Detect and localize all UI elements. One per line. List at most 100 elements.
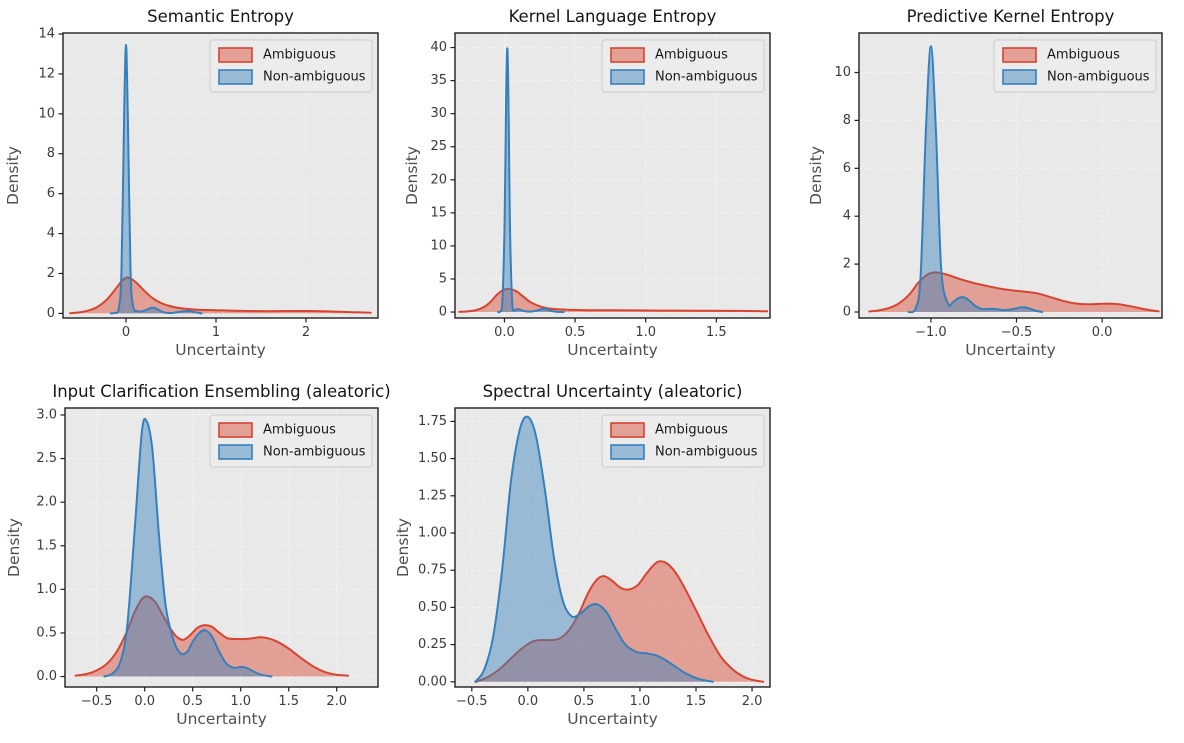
x-tick-label: −0.5 [81, 694, 113, 709]
legend-label: Non-ambiguous [263, 70, 366, 85]
y-tick-label: 3.0 [36, 407, 57, 422]
x-axis-label: Uncertainty [175, 341, 266, 359]
legend-box [209, 39, 373, 93]
plot-title: Spectral Uncertainty (aleatoric) [483, 382, 743, 401]
legend-label: Ambiguous [263, 423, 336, 438]
legend-label: Ambiguous [263, 48, 336, 63]
legend-swatch [610, 422, 645, 438]
density-fill-ambiguous [476, 561, 764, 682]
x-tick-label: 2 [302, 325, 310, 340]
y-tick-label: 0.0 [36, 669, 57, 684]
y-tick-label: 35 [430, 73, 447, 88]
y-tick-label: 1.5 [36, 538, 57, 553]
x-tick-label: 2.0 [742, 694, 763, 709]
plot-title: Predictive Kernel Entropy [907, 7, 1115, 26]
x-tick-label: 0 [122, 325, 130, 340]
legend-label: Ambiguous [1047, 48, 1120, 63]
x-tick-label: −1.0 [915, 325, 947, 340]
density-curve-non-ambiguous [103, 417, 273, 678]
axis-frame [858, 32, 1163, 319]
density-curve-non-ambiguous [907, 45, 1044, 314]
density-fill-non-ambiguous [498, 48, 564, 313]
plot-title: Semantic Entropy [147, 7, 294, 26]
density-curve-ambiguous [868, 271, 1160, 313]
density-curve-ambiguous [69, 276, 372, 315]
y-tick-label: 15 [430, 205, 447, 220]
y-tick-label: 40 [430, 40, 447, 55]
subplot-predictive-kernel-entropy: −1.0 −0.5 0.0 0 2 4 6 8 10 Predictive Kernel Entr… [796, 0, 1184, 372]
y-tick-label: 1.00 [418, 525, 447, 540]
x-tick-label: 0.5 [565, 325, 586, 340]
legend-swatch [218, 69, 253, 85]
y-tick-label: 10 [430, 238, 447, 253]
subplot-semantic-entropy: 0 1 2 0 2 4 6 8 10 12 14 Semantic Entropy Uncertaint… [0, 0, 392, 372]
legend-box [601, 39, 765, 93]
y-tick-label: 8 [843, 113, 851, 128]
y-tick-label: 0.25 [418, 637, 447, 652]
x-tick-label: −0.5 [456, 694, 488, 709]
density-curve-ambiguous [475, 560, 765, 683]
y-tick-label: 8 [47, 146, 55, 161]
x-tick-label: 0.0 [494, 325, 515, 340]
density-curve-non-ambiguous [109, 44, 203, 315]
legend: Ambiguous Non-ambiguous [209, 414, 373, 468]
x-tick-label: 1 [212, 325, 220, 340]
legend-swatch [1002, 47, 1037, 63]
y-axis-label: Density [403, 146, 421, 205]
legend-swatch [218, 422, 253, 438]
x-tick-label: 1.5 [278, 694, 299, 709]
y-tick-label: 2 [47, 266, 55, 281]
x-tick-label: 1.5 [686, 694, 707, 709]
density-curve-non-ambiguous [474, 415, 714, 683]
plot-title: Input Clarification Ensembling (aleatori… [52, 382, 390, 401]
legend-label: Non-ambiguous [655, 70, 758, 85]
y-tick-label: 1.25 [418, 488, 447, 503]
y-tick-label: 25 [430, 139, 447, 154]
subplot-input-clarification-ensembling: −0.5 0.0 0.5 1.0 1.5 2.0 0.0 0.5 1.0 1.5 2.0 2.5 3.0… [2, 375, 397, 743]
y-tick-label: 10 [38, 106, 55, 121]
y-tick-label: 14 [38, 26, 55, 41]
x-tick-label: 0.0 [518, 694, 539, 709]
density-fill-non-ambiguous [104, 418, 272, 677]
kde-plot-input-clarification-ensembling: −0.5 0.0 0.5 1.0 1.5 2.0 0.0 0.5 1.0 1.5 2.0 2.5 3.0… [5, 382, 391, 728]
kde-plot-spectral-uncertainty: −0.5 0.0 0.5 1.0 1.5 2.0 0.00 0.25 0.50 0.75 1.00 1… [394, 382, 771, 728]
y-tick-label: 1.50 [418, 451, 447, 466]
y-tick-label: 0 [439, 305, 447, 320]
legend-swatch [610, 69, 645, 85]
legend: Ambiguous Non-ambiguous [993, 39, 1157, 93]
y-tick-label: 10 [834, 65, 851, 80]
x-axis-label: Uncertainty [567, 341, 658, 359]
legend-box [601, 414, 765, 468]
axis-frame [454, 407, 771, 688]
x-tick-label: −0.5 [1001, 325, 1033, 340]
kde-plot-predictive-kernel-entropy: −1.0 −0.5 0.0 0 2 4 6 8 10 Predictive Kernel Entr… [807, 7, 1163, 359]
density-curve-non-ambiguous [497, 47, 565, 314]
legend-label: Ambiguous [655, 423, 728, 438]
density-fill-ambiguous [70, 277, 371, 314]
y-tick-label: 6 [843, 161, 851, 176]
subplot-spectral-uncertainty: −0.5 0.0 0.5 1.0 1.5 2.0 0.00 0.25 0.50 0.75 1.00 1… [392, 375, 787, 743]
y-tick-label: 1.0 [36, 582, 57, 597]
y-tick-label: 2.0 [36, 495, 57, 510]
plot-title: Kernel Language Entropy [509, 7, 717, 26]
y-tick-label: 5 [439, 271, 447, 286]
y-tick-label: 1.75 [418, 414, 447, 429]
x-axis-label: Uncertainty [965, 341, 1056, 359]
legend-label: Non-ambiguous [655, 445, 758, 460]
y-tick-label: 0.5 [36, 625, 57, 640]
legend-swatch [218, 444, 253, 460]
y-tick-label: 6 [47, 186, 55, 201]
legend: Ambiguous Non-ambiguous [601, 414, 765, 468]
y-tick-label: 2.5 [36, 451, 57, 466]
kde-plot-kernel-language-entropy: 0.0 0.5 1.0 1.5 0 5 10 15 20 25 30 35 40 Kernel Langu… [403, 7, 771, 359]
x-tick-label: 1.5 [706, 325, 727, 340]
y-tick-label: 4 [843, 209, 851, 224]
y-tick-label: 30 [430, 106, 447, 121]
y-tick-label: 0.50 [418, 600, 447, 615]
x-tick-label: 1.0 [230, 694, 251, 709]
y-tick-label: 4 [47, 226, 55, 241]
subplot-kernel-language-entropy: 0.0 0.5 1.0 1.5 0 5 10 15 20 25 30 35 40 Kernel Langu… [392, 0, 787, 372]
legend-label: Non-ambiguous [1047, 70, 1150, 85]
axis-frame [62, 32, 379, 319]
